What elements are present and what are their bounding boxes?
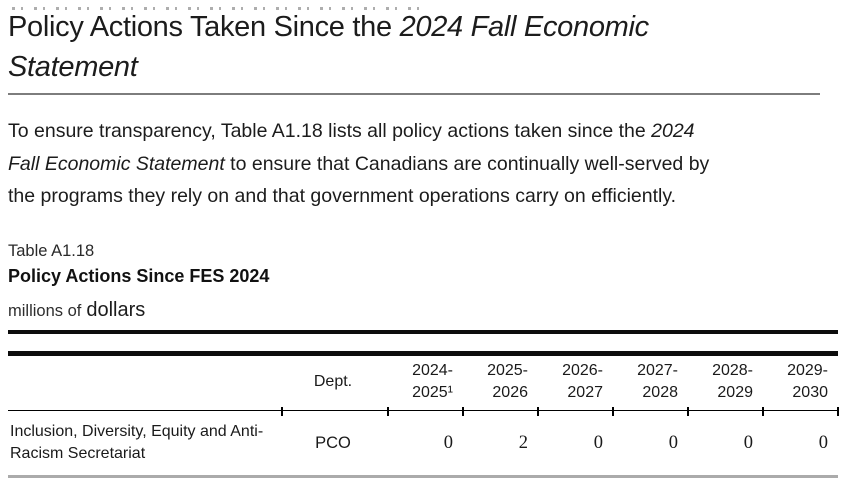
col-header-dept: Dept. <box>282 355 389 415</box>
paragraph-line: Fall Economic Statement to ensure that C… <box>8 152 710 175</box>
row-label: Inclusion, Diversity, Equity and Anti-Ra… <box>10 422 264 463</box>
table-header-row: Dept. 2024- 2025¹ 2025- 2026 2026- 2027 202… <box>8 355 839 415</box>
col-header-year-2025-2026: 2025- 2026 <box>463 355 539 415</box>
units-word: dollars <box>86 298 146 321</box>
row-dept: PCO <box>315 433 351 452</box>
col-header-dept-label: Dept. <box>313 372 353 390</box>
row-value-2025-2026: 2 <box>518 432 528 453</box>
policy-actions-table: Dept. 2024- 2025¹ 2025- 2026 2026- 2027 202… <box>8 355 839 478</box>
col-header-year-2029-2030: 2029- 2030 <box>763 355 839 415</box>
row-value-2026-2027: 0 <box>593 432 603 453</box>
clipped-text-remnant <box>12 7 430 10</box>
paragraph-line: the programs they rely on and that gover… <box>8 185 677 207</box>
col-header-year-2026-2027: 2026- 2027 <box>538 355 614 415</box>
intro-paragraph: To ensure transparency, Table A1.18 list… <box>8 115 838 213</box>
col-header-row-label <box>8 355 283 415</box>
page-title: Policy Actions Taken Since the 2024 Fall… <box>8 11 649 83</box>
col-header-year-2024-2025: 2024- 2025¹ <box>388 355 464 415</box>
row-value-2028-2029: 0 <box>743 432 753 453</box>
paragraph-line: To ensure transparency, Table A1.18 list… <box>8 120 695 142</box>
col-header-year-2028-2029: 2028- 2029 <box>688 355 764 415</box>
row-value-2024-2025: 0 <box>443 432 453 453</box>
table-inner-top-rule <box>8 351 838 356</box>
table-outer-top-rule <box>8 329 838 334</box>
table-number-label: Table A1.18 <box>8 241 95 260</box>
row-value-2027-2028: 0 <box>668 432 678 453</box>
row-value-2029-2030: 0 <box>818 432 828 453</box>
table-title: Policy Actions Since FES 2024 <box>8 265 270 286</box>
table-row: Inclusion, Diversity, Equity and Anti-Ra… <box>8 410 838 476</box>
table-units-line: millions of dollars <box>8 299 838 322</box>
units-prefix: millions of <box>8 301 82 320</box>
title-divider <box>8 93 820 95</box>
col-header-year-2027-2028: 2027- 2028 <box>613 355 689 415</box>
document-page: Policy Actions Taken Since the 2024 Fall… <box>0 7 846 478</box>
